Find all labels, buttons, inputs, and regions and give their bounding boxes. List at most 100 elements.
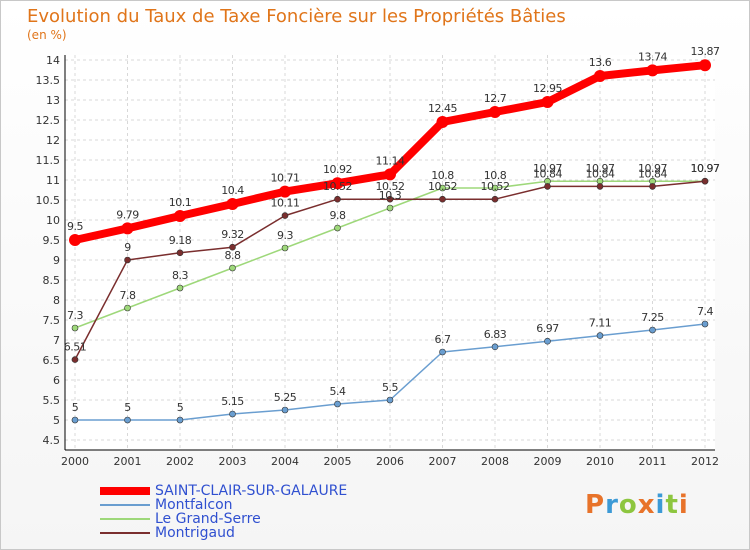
logo-letter: i — [655, 490, 666, 520]
data-label-saint-clair: 10.1 — [169, 196, 192, 209]
data-label-le-grand-serre: 9.3 — [277, 229, 293, 242]
data-label-saint-clair: 13.74 — [638, 50, 667, 63]
data-point-montfalcon — [544, 337, 551, 345]
data-label-montfalcon: 7.11 — [589, 317, 612, 330]
data-label-montrigaud: 9 — [124, 241, 131, 254]
y-tick-label: 12 — [46, 134, 60, 147]
data-point-montrigaud — [386, 195, 394, 203]
data-point-montfalcon — [649, 326, 656, 334]
data-point-saint-clair — [541, 96, 554, 108]
data-label-le-grand-serre: 7.8 — [120, 289, 136, 302]
data-point-montfalcon — [281, 406, 289, 414]
legend-swatch — [100, 532, 150, 534]
data-point-montrigaud — [124, 256, 131, 264]
data-label-le-grand-serre: 9.8 — [330, 209, 346, 222]
data-label-montrigaud: 10.52 — [428, 180, 457, 193]
y-tick-label: 10 — [46, 214, 60, 227]
data-point-montfalcon — [334, 400, 341, 408]
data-point-saint-clair — [226, 198, 239, 210]
data-point-montrigaud — [439, 195, 446, 203]
x-tick-label: 2009 — [534, 455, 562, 468]
logo-letter: t — [665, 490, 679, 520]
data-label-montfalcon: 5.15 — [221, 395, 244, 408]
data-point-saint-clair — [436, 116, 449, 128]
data-label-saint-clair: 12.95 — [533, 82, 562, 95]
data-label-le-grand-serre: 8.3 — [172, 269, 188, 282]
data-label-saint-clair: 10.92 — [323, 163, 352, 176]
data-label-saint-clair: 12.45 — [428, 102, 457, 115]
data-point-montfalcon — [176, 416, 184, 424]
data-point-montrigaud — [71, 356, 79, 363]
data-point-montrigaud — [334, 195, 341, 203]
y-tick-label: 9 — [53, 254, 60, 267]
data-label-montfalcon: 5.5 — [382, 381, 398, 394]
y-tick-label: 8.5 — [43, 274, 61, 287]
data-label-montrigaud: 9.18 — [169, 234, 192, 247]
y-tick-label: 6 — [53, 374, 60, 387]
data-point-montrigaud — [544, 183, 551, 190]
legend-label: SAINT-CLAIR-SUR-GALAURE — [155, 483, 348, 499]
data-point-saint-clair — [121, 222, 134, 235]
x-tick-label: 2012 — [691, 455, 719, 468]
data-point-le-grand-serre — [124, 304, 131, 312]
data-point-saint-clair — [69, 234, 81, 246]
data-point-montrigaud — [491, 195, 499, 203]
data-label-le-grand-serre: 10.97 — [533, 162, 562, 175]
x-tick-label: 2003 — [219, 455, 247, 468]
data-label-montrigaud: 10.84 — [638, 167, 667, 180]
legend-label: Montfalcon — [155, 497, 233, 513]
data-point-montfalcon — [701, 320, 709, 328]
data-label-saint-clair: 13.6 — [589, 56, 612, 69]
data-label-saint-clair: 9.79 — [116, 208, 139, 221]
y-axis-unit: (en %) — [27, 28, 67, 42]
plot-area — [65, 55, 715, 450]
data-label-saint-clair: 13.87 — [691, 45, 720, 58]
data-point-saint-clair — [279, 185, 291, 198]
logo-letter: r — [605, 490, 619, 520]
logo-letter: o — [618, 490, 638, 520]
y-tick-label: 11.5 — [36, 154, 61, 167]
data-point-montrigaud — [176, 249, 184, 257]
data-point-le-grand-serre — [334, 224, 341, 232]
data-label-saint-clair: 11.14 — [376, 154, 405, 167]
data-label-montrigaud: 10.11 — [271, 197, 300, 210]
data-point-montfalcon — [229, 410, 236, 418]
data-label-montrigaud: 10.84 — [586, 167, 615, 180]
y-tick-label: 11 — [46, 174, 60, 187]
legend-swatch — [100, 487, 150, 495]
data-label-le-grand-serre: 10.8 — [431, 169, 454, 182]
data-point-montfalcon — [491, 343, 499, 351]
data-point-montfalcon — [596, 332, 604, 339]
data-label-montrigaud: 6.51 — [64, 341, 87, 354]
y-tick-label: 9.5 — [43, 234, 61, 247]
data-point-saint-clair — [331, 177, 344, 190]
data-point-montrigaud — [701, 177, 709, 185]
data-label-montfalcon: 5 — [72, 401, 79, 414]
data-label-montfalcon: 6.7 — [435, 333, 451, 346]
data-label-montfalcon: 7.25 — [641, 311, 664, 324]
data-label-montrigaud: 10.52 — [481, 180, 510, 193]
data-point-montrigaud — [281, 212, 289, 219]
data-label-montfalcon: 7.4 — [697, 305, 713, 318]
x-tick-label: 2005 — [324, 455, 352, 468]
x-tick-label: 2001 — [114, 455, 142, 468]
data-point-montfalcon — [439, 348, 446, 356]
x-tick-label: 2011 — [639, 455, 667, 468]
x-tick-label: 2007 — [429, 455, 457, 468]
data-point-le-grand-serre — [229, 264, 236, 272]
data-label-le-grand-serre: 10.97 — [586, 162, 615, 175]
data-label-montrigaud: 10.97 — [691, 162, 720, 175]
data-point-saint-clair — [489, 106, 501, 118]
data-label-montfalcon: 5.4 — [330, 385, 346, 398]
y-tick-label: 5.5 — [43, 394, 61, 407]
data-point-le-grand-serre — [439, 184, 446, 192]
data-label-saint-clair: 9.5 — [67, 220, 83, 233]
y-tick-label: 12.5 — [36, 114, 61, 127]
y-tick-label: 4.5 — [43, 434, 61, 447]
data-label-saint-clair: 12.7 — [484, 92, 507, 105]
y-tick-label: 5 — [53, 414, 60, 427]
data-label-montrigaud: 9.32 — [221, 228, 244, 241]
logo-letter: x — [637, 490, 656, 520]
data-label-le-grand-serre: 7.3 — [67, 309, 83, 322]
data-label-montfalcon: 5 — [124, 401, 131, 414]
